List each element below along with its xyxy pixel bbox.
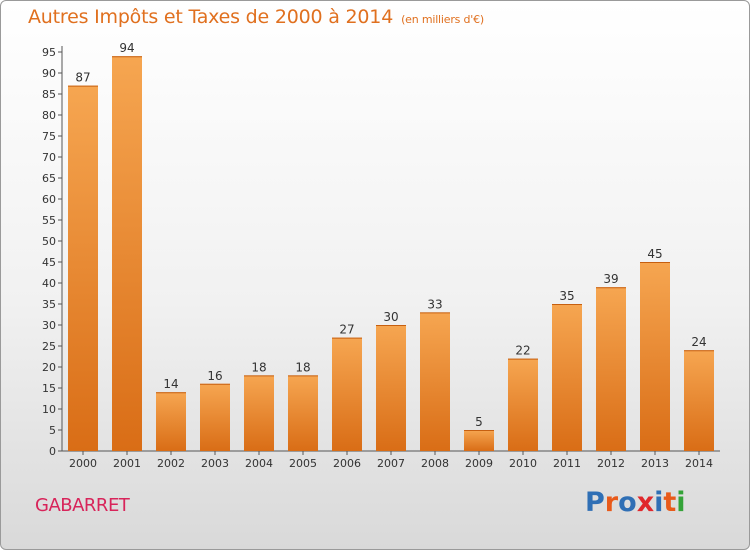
data-label: 14 [163, 377, 178, 391]
x-tick-label: 2008 [421, 457, 449, 470]
y-tick-label: 75 [42, 130, 56, 143]
y-tick-label: 65 [42, 172, 56, 185]
data-label: 18 [251, 360, 266, 374]
y-tick-label: 10 [42, 403, 56, 416]
x-tick-label: 2005 [289, 457, 317, 470]
y-tick-label: 15 [42, 382, 56, 395]
commune-name: GABARRET [35, 495, 130, 516]
bar [596, 287, 626, 451]
y-tick-label: 70 [42, 151, 56, 164]
x-tick-label: 2002 [157, 457, 185, 470]
y-tick-label: 0 [49, 445, 56, 458]
bar [508, 358, 538, 451]
x-tick-label: 2013 [641, 457, 669, 470]
y-tick-label: 5 [49, 424, 56, 437]
data-label: 18 [295, 360, 310, 374]
y-tick-label: 80 [42, 109, 56, 122]
y-tick-label: 25 [42, 340, 56, 353]
y-tick-label: 60 [42, 193, 56, 206]
y-tick-label: 50 [42, 235, 56, 248]
bar [552, 304, 582, 451]
logo-letter: o [618, 487, 637, 518]
bar [244, 375, 274, 451]
bar [464, 430, 494, 451]
y-tick-label: 90 [42, 67, 56, 80]
logo-letter: x [636, 487, 655, 518]
x-tick-label: 2006 [333, 457, 361, 470]
x-tick-label: 2000 [69, 457, 97, 470]
chart-title-text: Autres Impôts et Taxes de 2000 à 2014 [28, 6, 394, 28]
x-tick-label: 2007 [377, 457, 405, 470]
y-tick-label: 85 [42, 88, 56, 101]
y-tick-label: 30 [42, 319, 56, 332]
data-label: 16 [207, 369, 222, 383]
logo-letter: i [654, 487, 664, 518]
proxiti-logo: Proxiti [585, 487, 686, 518]
data-label: 22 [515, 344, 530, 358]
data-label: 45 [647, 247, 662, 261]
y-tick-label: 95 [42, 46, 56, 59]
x-tick-label: 2004 [245, 457, 273, 470]
bars: 87 94 14 16 18 18 27 30 33 5 22 35 39 45 24 [68, 41, 714, 451]
bar [684, 350, 714, 451]
y-tick-label: 35 [42, 298, 56, 311]
data-label: 27 [339, 323, 354, 337]
data-label: 33 [427, 297, 442, 311]
bar [200, 383, 230, 451]
data-label: 94 [119, 41, 134, 55]
data-label: 35 [559, 289, 574, 303]
x-tick-label: 2010 [509, 457, 537, 470]
logo-letter: P [585, 487, 605, 518]
bar [112, 56, 142, 451]
chart-title: Autres Impôts et Taxes de 2000 à 2014 (en… [28, 6, 484, 28]
bar [420, 312, 450, 451]
bar [288, 375, 318, 451]
y-tick-label: 55 [42, 214, 56, 227]
x-tick-label: 2012 [597, 457, 625, 470]
bar [156, 392, 186, 451]
logo-letter: r [604, 487, 619, 518]
logo-letter: t [663, 487, 677, 518]
y-tick-label: 40 [42, 277, 56, 290]
chart-title-unit: (en milliers d'€) [401, 13, 484, 26]
x-tick-label: 2001 [113, 457, 141, 470]
logo-letter: i [676, 487, 686, 518]
data-label: 39 [603, 272, 618, 286]
y-tick-label: 45 [42, 256, 56, 269]
bar [640, 262, 670, 451]
data-label: 5 [475, 415, 483, 429]
x-tick-label: 2011 [553, 457, 581, 470]
y-tick-label: 20 [42, 361, 56, 374]
data-label: 87 [75, 71, 90, 85]
x-tick-label: 2009 [465, 457, 493, 470]
bar [376, 325, 406, 451]
x-tick-label: 2003 [201, 457, 229, 470]
bar [332, 337, 362, 451]
data-label: 24 [691, 335, 706, 349]
x-tick-label: 2014 [685, 457, 713, 470]
data-label: 30 [383, 310, 398, 324]
bar [68, 85, 98, 451]
